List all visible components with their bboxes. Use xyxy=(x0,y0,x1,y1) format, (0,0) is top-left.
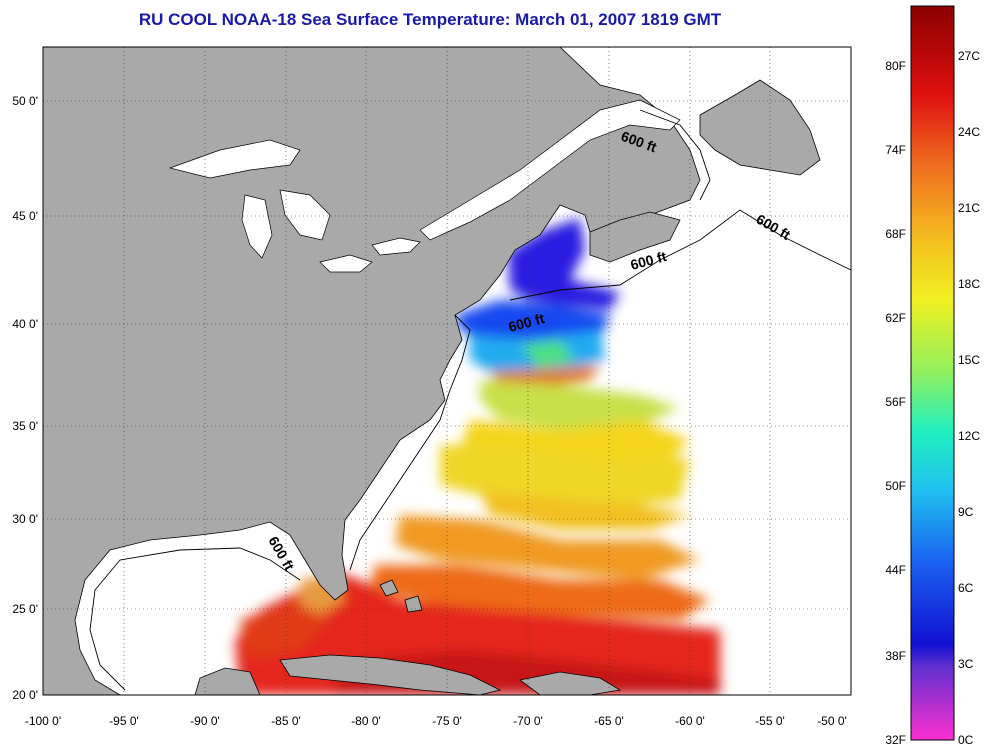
y-axis: 50 0' 45 0' 40 0' 35 0' 30 0' 25 0' 20 0… xyxy=(12,94,38,702)
graticule xyxy=(43,47,851,695)
x-tick: -100 0' xyxy=(25,714,61,728)
y-tick: 40 0' xyxy=(12,317,38,331)
y-tick: 20 0' xyxy=(12,688,38,702)
x-axis: -100 0' -95 0' -90 0' -85 0' -80 0' -75 … xyxy=(25,714,847,728)
y-tick: 30 0' xyxy=(12,512,38,526)
x-tick: -60 0' xyxy=(675,714,705,728)
x-tick: -70 0' xyxy=(513,714,543,728)
x-tick: -65 0' xyxy=(594,714,624,728)
x-tick: -50 0' xyxy=(817,714,847,728)
water-bodies xyxy=(168,99,681,273)
y-tick: 25 0' xyxy=(12,602,38,616)
land-layer xyxy=(43,47,821,695)
x-tick: -85 0' xyxy=(271,714,301,728)
x-tick: -75 0' xyxy=(432,714,462,728)
y-tick: 35 0' xyxy=(12,419,38,433)
y-tick: 50 0' xyxy=(12,94,38,108)
x-tick: -80 0' xyxy=(351,714,381,728)
depth-contour-600ft xyxy=(89,109,851,691)
y-tick: 45 0' xyxy=(12,209,38,223)
x-tick: -90 0' xyxy=(190,714,220,728)
x-tick: -55 0' xyxy=(755,714,785,728)
map-frame xyxy=(42,46,852,696)
map-title: RU COOL NOAA-18 Sea Surface Temperature:… xyxy=(138,10,722,29)
x-tick: -95 0' xyxy=(109,714,139,728)
